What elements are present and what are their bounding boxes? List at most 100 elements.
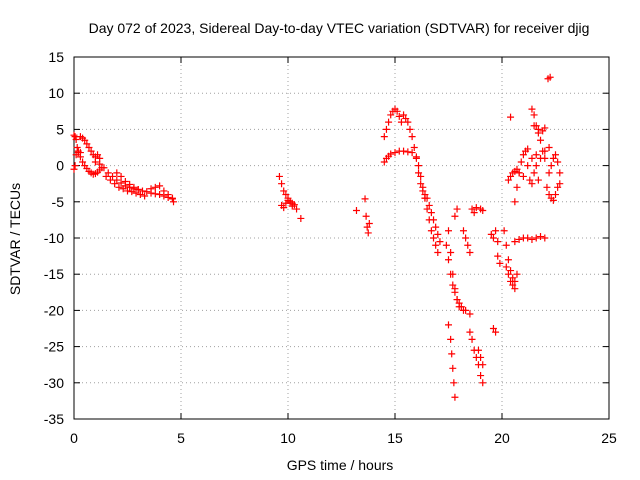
data-point bbox=[477, 353, 485, 361]
data-point bbox=[474, 346, 482, 354]
data-point bbox=[541, 234, 549, 242]
data-point bbox=[419, 187, 427, 195]
data-point bbox=[117, 172, 125, 180]
data-point bbox=[479, 361, 487, 369]
data-point bbox=[528, 154, 536, 162]
data-point bbox=[489, 234, 497, 242]
data-point bbox=[532, 234, 540, 242]
series-arc-y bbox=[487, 227, 502, 246]
data-point bbox=[470, 209, 478, 217]
data-point bbox=[408, 149, 416, 157]
data-point bbox=[524, 145, 532, 153]
data-point bbox=[70, 165, 78, 173]
data-point bbox=[530, 111, 538, 119]
data-point bbox=[447, 248, 455, 256]
data-point bbox=[117, 179, 125, 187]
data-point bbox=[106, 176, 114, 184]
data-point bbox=[160, 187, 168, 195]
data-point bbox=[500, 227, 508, 235]
data-point bbox=[517, 158, 525, 166]
series-arc-al bbox=[543, 180, 564, 204]
series-arc-j bbox=[352, 195, 373, 237]
data-point bbox=[479, 206, 487, 214]
data-point bbox=[554, 158, 562, 166]
data-point bbox=[293, 205, 301, 213]
x-tick-label: 20 bbox=[494, 430, 510, 446]
data-point bbox=[71, 162, 79, 170]
series-arc-ac bbox=[502, 263, 519, 293]
data-point bbox=[464, 241, 472, 249]
data-point bbox=[511, 285, 519, 293]
series-arc-x bbox=[477, 205, 487, 214]
series-arc-ad bbox=[504, 165, 523, 184]
data-point bbox=[85, 144, 93, 151]
data-point bbox=[72, 151, 80, 159]
data-point bbox=[115, 183, 123, 191]
data-point bbox=[445, 256, 452, 264]
data-point bbox=[425, 201, 433, 209]
data-point bbox=[528, 235, 536, 243]
y-tick-label: -25 bbox=[44, 339, 64, 355]
data-point bbox=[556, 180, 564, 188]
data-point bbox=[141, 192, 149, 200]
series-arc-af bbox=[511, 145, 532, 206]
series-arc-w bbox=[474, 346, 487, 369]
data-point bbox=[532, 162, 540, 170]
data-point bbox=[352, 206, 360, 214]
series-arc-i bbox=[278, 196, 296, 212]
data-point bbox=[136, 191, 144, 199]
data-point bbox=[402, 115, 410, 123]
data-point bbox=[87, 147, 95, 155]
data-point bbox=[138, 187, 146, 195]
y-tick-label: -30 bbox=[44, 375, 64, 391]
data-point bbox=[391, 149, 399, 157]
data-point bbox=[513, 183, 521, 191]
series-arc-ab bbox=[500, 227, 521, 285]
x-axis-label: GPS time / hours bbox=[287, 457, 394, 473]
data-point bbox=[421, 194, 429, 202]
data-point bbox=[83, 140, 91, 148]
data-point bbox=[410, 144, 418, 151]
data-point bbox=[509, 281, 517, 289]
data-point bbox=[364, 229, 372, 237]
series-arc-an bbox=[544, 73, 554, 83]
data-point bbox=[530, 169, 538, 177]
data-point bbox=[104, 169, 112, 177]
data-point bbox=[537, 233, 545, 241]
data-point bbox=[549, 196, 557, 204]
data-point bbox=[462, 234, 470, 242]
data-point bbox=[436, 238, 444, 246]
y-tick-label: -5 bbox=[52, 194, 65, 210]
x-tick-label: 5 bbox=[177, 430, 185, 446]
data-point bbox=[432, 241, 440, 249]
data-point bbox=[417, 180, 425, 188]
data-point bbox=[511, 198, 519, 206]
data-point bbox=[515, 169, 523, 177]
data-point bbox=[168, 194, 176, 202]
data-point bbox=[406, 125, 414, 133]
chart-title: Day 072 of 2023, Sidereal Day-to-day VTE… bbox=[89, 20, 590, 36]
data-point bbox=[363, 223, 371, 231]
y-tick-label: -20 bbox=[44, 302, 64, 318]
data-point bbox=[143, 188, 151, 196]
data-point bbox=[492, 227, 500, 235]
y-tick-label: 10 bbox=[48, 85, 64, 101]
data-point bbox=[404, 118, 412, 126]
data-point bbox=[504, 270, 512, 278]
data-point bbox=[532, 151, 540, 159]
data-point bbox=[519, 151, 527, 159]
data-point bbox=[94, 151, 102, 159]
series-arc-g bbox=[147, 182, 178, 206]
data-point bbox=[543, 183, 551, 191]
data-point bbox=[449, 281, 457, 289]
data-point bbox=[552, 191, 559, 199]
data-point bbox=[442, 241, 450, 249]
series-arc-n bbox=[421, 194, 442, 256]
data-point bbox=[502, 241, 510, 249]
data-point bbox=[412, 154, 420, 162]
x-tick-label: 10 bbox=[280, 430, 296, 446]
data-point bbox=[119, 185, 127, 193]
series-arc-aj bbox=[530, 122, 549, 135]
data-point bbox=[472, 204, 480, 212]
